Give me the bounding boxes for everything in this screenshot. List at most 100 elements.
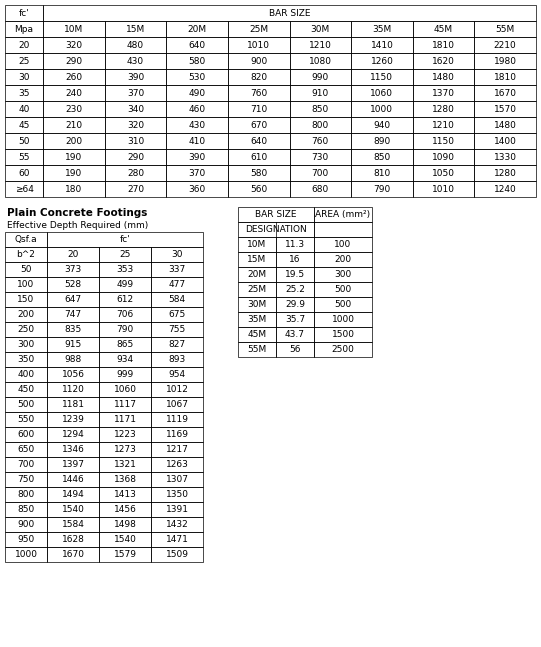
Bar <box>5 292 47 307</box>
Text: 40: 40 <box>18 105 30 113</box>
Text: 1150: 1150 <box>371 72 393 82</box>
Bar <box>43 165 104 181</box>
Bar <box>166 165 228 181</box>
Bar <box>351 21 413 37</box>
Bar <box>228 69 289 85</box>
Text: 530: 530 <box>188 72 206 82</box>
Text: 56: 56 <box>289 345 301 354</box>
Text: 1400: 1400 <box>494 137 517 146</box>
Text: 710: 710 <box>250 105 267 113</box>
Text: 20: 20 <box>18 41 30 50</box>
Text: Plain Concrete Footings: Plain Concrete Footings <box>7 208 147 219</box>
Text: 612: 612 <box>116 295 134 304</box>
Bar <box>99 532 151 547</box>
Bar <box>47 547 99 562</box>
Bar <box>99 487 151 502</box>
Text: 1540: 1540 <box>62 505 84 514</box>
Text: 1117: 1117 <box>114 400 136 409</box>
Bar <box>5 247 47 262</box>
Bar <box>289 101 351 117</box>
Text: 1056: 1056 <box>62 370 84 379</box>
Bar <box>351 165 413 181</box>
Bar <box>238 312 276 327</box>
Text: 370: 370 <box>127 89 144 98</box>
Bar <box>47 502 99 517</box>
Bar <box>276 282 314 297</box>
Text: AREA (mm²): AREA (mm²) <box>315 210 371 219</box>
Bar <box>151 457 203 472</box>
Bar <box>104 101 166 117</box>
Bar <box>474 133 536 149</box>
Text: 360: 360 <box>188 184 206 193</box>
Bar <box>5 133 43 149</box>
Bar <box>228 53 289 69</box>
Bar <box>351 101 413 117</box>
Text: 45: 45 <box>18 120 30 129</box>
Bar <box>228 149 289 165</box>
Bar <box>5 181 43 197</box>
Bar <box>289 53 351 69</box>
Text: 460: 460 <box>188 105 206 113</box>
Bar <box>47 262 99 277</box>
Text: 480: 480 <box>127 41 144 50</box>
Bar <box>228 117 289 133</box>
Text: 340: 340 <box>127 105 144 113</box>
Bar <box>43 101 104 117</box>
Bar <box>151 547 203 562</box>
Text: 390: 390 <box>127 72 144 82</box>
Bar <box>104 149 166 165</box>
Bar <box>104 133 166 149</box>
Bar <box>99 502 151 517</box>
Text: 290: 290 <box>65 56 82 65</box>
Text: 1210: 1210 <box>309 41 332 50</box>
Bar <box>104 117 166 133</box>
Text: 850: 850 <box>17 505 35 514</box>
Bar <box>99 337 151 352</box>
Text: 1060: 1060 <box>371 89 393 98</box>
Bar <box>5 37 43 53</box>
Bar <box>47 292 99 307</box>
Bar <box>166 181 228 197</box>
Text: 950: 950 <box>17 535 35 544</box>
Text: 290: 290 <box>127 153 144 162</box>
Text: 500: 500 <box>334 300 352 309</box>
Text: 700: 700 <box>312 168 329 177</box>
Bar <box>238 267 276 282</box>
Bar <box>474 69 536 85</box>
Text: 1273: 1273 <box>114 445 136 454</box>
Text: 45M: 45M <box>247 330 267 339</box>
Text: 55M: 55M <box>496 25 515 34</box>
Bar <box>43 69 104 85</box>
Text: 1150: 1150 <box>432 137 455 146</box>
Text: 477: 477 <box>168 280 186 289</box>
Bar <box>351 117 413 133</box>
Text: 1471: 1471 <box>166 535 188 544</box>
Text: 373: 373 <box>64 265 82 274</box>
Text: 550: 550 <box>17 415 35 424</box>
Bar <box>413 133 474 149</box>
Bar <box>99 427 151 442</box>
Bar <box>276 342 314 357</box>
Bar <box>289 37 351 53</box>
Text: 1509: 1509 <box>166 550 188 559</box>
Text: 1010: 1010 <box>247 41 270 50</box>
Text: 1181: 1181 <box>62 400 84 409</box>
Text: 500: 500 <box>17 400 35 409</box>
Bar <box>151 442 203 457</box>
Text: 1119: 1119 <box>166 415 188 424</box>
Bar <box>314 267 372 282</box>
Text: 310: 310 <box>127 137 144 146</box>
Text: 680: 680 <box>312 184 329 193</box>
Bar <box>413 165 474 181</box>
Bar <box>47 367 99 382</box>
Bar <box>43 181 104 197</box>
Text: 730: 730 <box>312 153 329 162</box>
Text: Effective Depth Required (mm): Effective Depth Required (mm) <box>7 221 148 230</box>
Text: 640: 640 <box>250 137 267 146</box>
Text: 1670: 1670 <box>494 89 517 98</box>
Text: 400: 400 <box>17 370 35 379</box>
Text: 1294: 1294 <box>62 430 84 439</box>
Text: 55: 55 <box>18 153 30 162</box>
Text: 43.7: 43.7 <box>285 330 305 339</box>
Bar <box>104 69 166 85</box>
